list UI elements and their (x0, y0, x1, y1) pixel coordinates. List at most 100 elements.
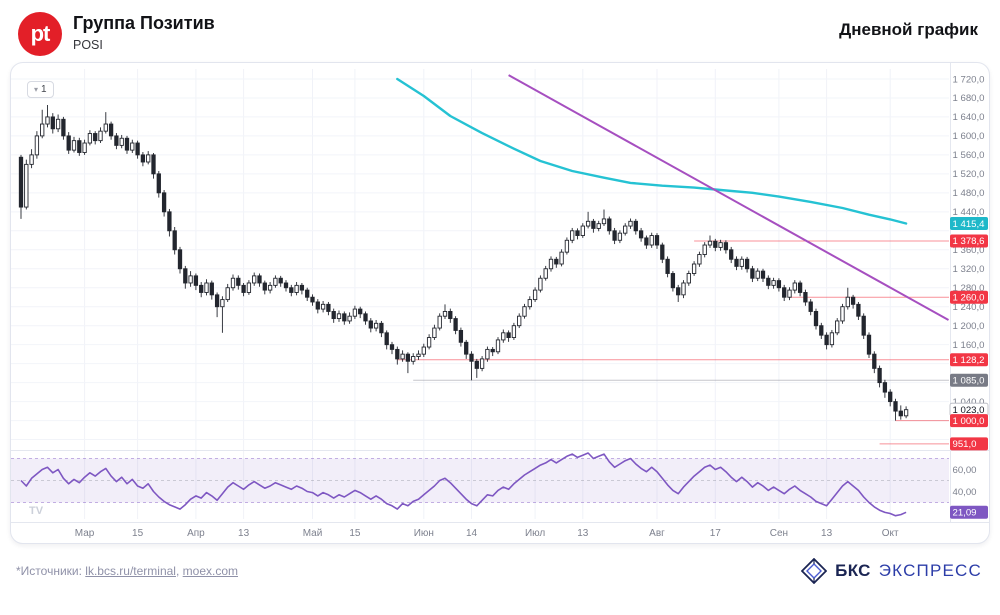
candle-body (734, 258, 739, 267)
candle-body (697, 254, 702, 265)
candle-body (432, 327, 437, 339)
brand-express: ЭКСПРЕСС (878, 561, 982, 580)
candle-body (538, 277, 543, 291)
candle-body (82, 142, 87, 153)
candle-body (548, 258, 554, 270)
time-axis-label: Май (303, 528, 323, 539)
candle-body (760, 270, 766, 279)
candle-body (522, 306, 527, 317)
candle-body (214, 294, 220, 308)
interval-button[interactable]: ▾ 1 (27, 81, 54, 98)
price-tick-label: 1 240,0 (953, 302, 985, 313)
candle-body (766, 277, 771, 286)
chevron-down-icon: ▾ (34, 84, 39, 94)
candle-body (172, 230, 177, 251)
candle-body (739, 258, 744, 267)
price-badge-label: 1 023,0 (953, 405, 985, 416)
candle-body (161, 192, 167, 213)
candle-body (866, 334, 872, 355)
price-tick-label: 1 440,0 (953, 207, 985, 218)
candle-body (607, 218, 612, 232)
candle-body (119, 137, 124, 146)
candle-body (225, 287, 230, 301)
candle-body (193, 275, 199, 286)
candle-body (723, 242, 729, 251)
candle-body (352, 308, 358, 317)
time-axis-label: 17 (710, 528, 722, 539)
candle-body (77, 140, 82, 153)
candle-body (803, 292, 808, 303)
candle-body (485, 348, 490, 360)
candle-body (146, 154, 151, 163)
candle-body (888, 391, 893, 403)
price-tick-label: 1 200,0 (953, 321, 985, 332)
candle-body (124, 137, 130, 151)
price-badge (950, 353, 988, 367)
candle-body (691, 263, 697, 274)
candle-body (114, 135, 119, 146)
moex-link[interactable]: moex.com (182, 564, 239, 578)
price-tick-label: 1 320,0 (953, 264, 985, 275)
candle-body (654, 235, 660, 246)
candle-body (612, 230, 617, 241)
candle-body (670, 273, 676, 289)
candle-body (517, 315, 522, 327)
rsi-tick-label: 60,00 (953, 465, 977, 476)
price-tick-label: 1 600,0 (953, 131, 985, 142)
candle-body (787, 289, 792, 298)
time-axis-label: Сен (770, 528, 788, 539)
price-tick-label: 1 480,0 (953, 188, 985, 199)
candle-body (856, 303, 861, 317)
candle-body (130, 142, 135, 151)
time-axis-label: 14 (466, 528, 478, 539)
time-axis-label: 13 (238, 528, 250, 539)
candle-body (305, 289, 310, 298)
candle-body (898, 410, 903, 417)
candle-body (681, 282, 686, 296)
price-chart[interactable]: 1 720,0 1 680,0 1 640,0 1 600,0 1 560,0 1 520… (11, 63, 989, 543)
candle-body (34, 135, 40, 156)
candle-body (246, 282, 252, 293)
candle-body (448, 311, 453, 320)
candle-body (601, 218, 607, 225)
candle-body (495, 339, 501, 353)
candle-body (850, 296, 856, 305)
candle-body (813, 311, 819, 327)
price-badge (950, 373, 988, 387)
candle-body (177, 249, 183, 270)
time-axis-label: Мар (75, 528, 95, 539)
footer: *Источники: lk.bcs.ru/terminal, moex.com… (0, 544, 1000, 584)
candle-body (437, 315, 442, 329)
price-badge-label: 951,0 (953, 439, 977, 450)
moving-average-line (396, 77, 908, 225)
candle-body (824, 334, 829, 346)
price-tick-label: 1 280,0 (953, 283, 985, 294)
candle-body (230, 277, 236, 289)
candle-body (617, 232, 623, 241)
rsi-line (20, 452, 907, 517)
candle-body (421, 346, 426, 355)
price-tick-label: 1 680,0 (953, 93, 985, 104)
candle-body (416, 353, 421, 357)
candle-body (861, 315, 866, 336)
candle-body (40, 123, 45, 137)
candle-body (585, 220, 591, 227)
candle-body (236, 277, 241, 286)
sources-prefix: *Источники: (16, 564, 86, 578)
candle-body (840, 306, 845, 322)
candle-body (644, 237, 649, 246)
candle-body (331, 311, 336, 320)
candle-body (729, 249, 734, 260)
price-tick-label: 1 520,0 (953, 169, 985, 180)
candle-body (87, 133, 93, 144)
candle-body (299, 284, 305, 291)
candle-body (474, 360, 479, 369)
candle-body (501, 332, 506, 341)
terminal-link[interactable]: lk.bcs.ru/terminal (85, 564, 176, 578)
candle-body (400, 353, 405, 360)
candle-body (167, 211, 172, 232)
price-tick-label: 1 560,0 (953, 150, 985, 161)
logo-text: pt (30, 21, 51, 46)
candle-body (368, 320, 373, 329)
candle-body (55, 118, 61, 130)
